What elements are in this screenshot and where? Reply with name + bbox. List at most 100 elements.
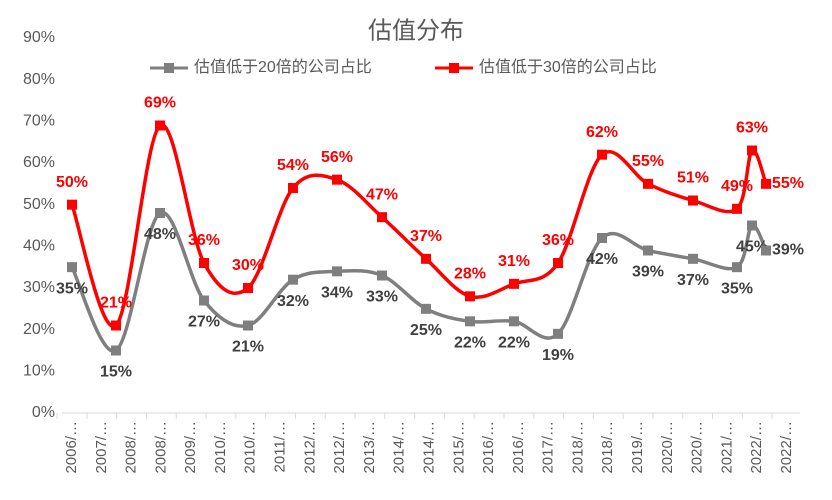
value-label: 55% — [772, 175, 804, 192]
point-marker — [421, 303, 431, 314]
x-tick-label: 2017/… — [540, 421, 557, 474]
value-label: 35% — [56, 280, 88, 297]
point-marker — [465, 291, 475, 302]
value-label: 50% — [56, 174, 88, 191]
point-marker — [155, 120, 165, 131]
x-tick-label: 2014/… — [391, 421, 408, 474]
x-tick-label: 2012/… — [301, 421, 318, 474]
x-tick-label: 2021/… — [718, 421, 735, 474]
x-tick-label: 2009/… — [182, 421, 199, 474]
y-tick-label: 50% — [23, 196, 55, 213]
y-tick-label: 60% — [23, 154, 55, 171]
x-tick-label: 2015/… — [450, 421, 467, 474]
x-tick-label: 2018/… — [599, 421, 616, 474]
legend-label: 估值低于30倍的公司占比 — [479, 58, 657, 76]
point-marker — [761, 245, 771, 256]
y-tick-label: 70% — [23, 113, 55, 130]
point-marker — [643, 245, 653, 256]
point-marker — [111, 320, 121, 331]
point-marker — [761, 178, 771, 189]
value-label: 54% — [277, 157, 309, 174]
x-tick-label: 2022/… — [748, 421, 765, 474]
point-marker — [509, 278, 519, 289]
point-marker — [553, 328, 563, 339]
point-marker — [199, 258, 209, 268]
point-marker — [67, 199, 77, 210]
value-label: 37% — [677, 272, 709, 289]
value-label: 62% — [586, 124, 618, 141]
point-marker — [747, 145, 757, 156]
point-marker — [747, 220, 757, 231]
value-label: 30% — [232, 257, 264, 274]
x-tick-label: 2020/… — [659, 421, 676, 474]
point-marker — [377, 270, 387, 281]
value-label: 22% — [454, 335, 486, 352]
value-label: 22% — [498, 335, 530, 352]
point-marker — [643, 178, 653, 189]
point-marker — [199, 295, 209, 306]
value-label: 36% — [542, 232, 574, 249]
value-label: 21% — [232, 339, 264, 356]
value-label: 42% — [586, 251, 618, 268]
value-label: 19% — [542, 347, 574, 364]
value-label: 32% — [277, 293, 309, 310]
value-label: 27% — [188, 314, 220, 331]
point-marker — [155, 208, 165, 218]
value-label: 31% — [498, 253, 530, 270]
value-label: 21% — [100, 295, 132, 312]
point-marker — [421, 253, 431, 264]
value-label: 55% — [632, 153, 664, 170]
legend-marker — [449, 63, 459, 73]
point-marker — [111, 345, 121, 356]
x-tick-label: 2018/… — [569, 421, 586, 474]
point-marker — [688, 195, 698, 206]
legend-marker — [164, 63, 174, 73]
y-tick-label: 90% — [23, 29, 55, 46]
legend-label: 估值低于20倍的公司占比 — [194, 58, 372, 76]
x-tick-label: 2014/… — [420, 421, 437, 474]
x-tick-label: 2008/… — [123, 421, 140, 474]
x-tick-label: 2019/… — [629, 421, 646, 474]
y-tick-label: 10% — [23, 363, 55, 380]
point-marker — [332, 266, 342, 277]
value-label: 25% — [410, 322, 442, 339]
value-label: 36% — [188, 232, 220, 249]
y-tick-label: 30% — [23, 279, 55, 296]
value-label: 28% — [454, 266, 486, 283]
value-label: 33% — [366, 289, 398, 306]
y-tick-label: 0% — [32, 404, 55, 421]
value-label: 49% — [721, 178, 753, 195]
value-label: 51% — [677, 170, 709, 187]
y-tick-label: 80% — [23, 71, 55, 88]
value-label: 47% — [366, 186, 398, 203]
point-marker — [243, 320, 253, 331]
x-tick-label: 2010/… — [242, 421, 259, 474]
point-marker — [597, 149, 607, 160]
chart-title: 估值分布 — [368, 17, 464, 44]
value-label: 37% — [410, 228, 442, 245]
value-label: 45% — [736, 239, 768, 256]
x-tick-label: 2016/… — [480, 421, 497, 474]
point-marker — [597, 233, 607, 243]
x-tick-label: 2010/… — [212, 421, 229, 474]
point-marker — [288, 274, 298, 285]
value-label: 56% — [321, 149, 353, 166]
x-tick-label: 2020/… — [689, 421, 706, 474]
y-tick-label: 20% — [23, 321, 55, 338]
value-label: 63% — [736, 120, 768, 137]
y-tick-label: 40% — [23, 238, 55, 255]
value-label: 35% — [721, 280, 753, 297]
point-marker — [465, 316, 475, 327]
value-label: 69% — [144, 95, 176, 112]
x-tick-label: 2013/… — [361, 421, 378, 474]
value-label: 34% — [321, 285, 353, 302]
point-marker — [243, 283, 253, 293]
point-marker — [732, 262, 742, 273]
point-marker — [332, 174, 342, 185]
point-marker — [732, 203, 742, 214]
x-tick-label: 2012/… — [331, 421, 348, 474]
x-tick-label: 2022/… — [778, 421, 795, 474]
value-label: 39% — [632, 264, 664, 281]
value-label: 48% — [144, 226, 176, 243]
